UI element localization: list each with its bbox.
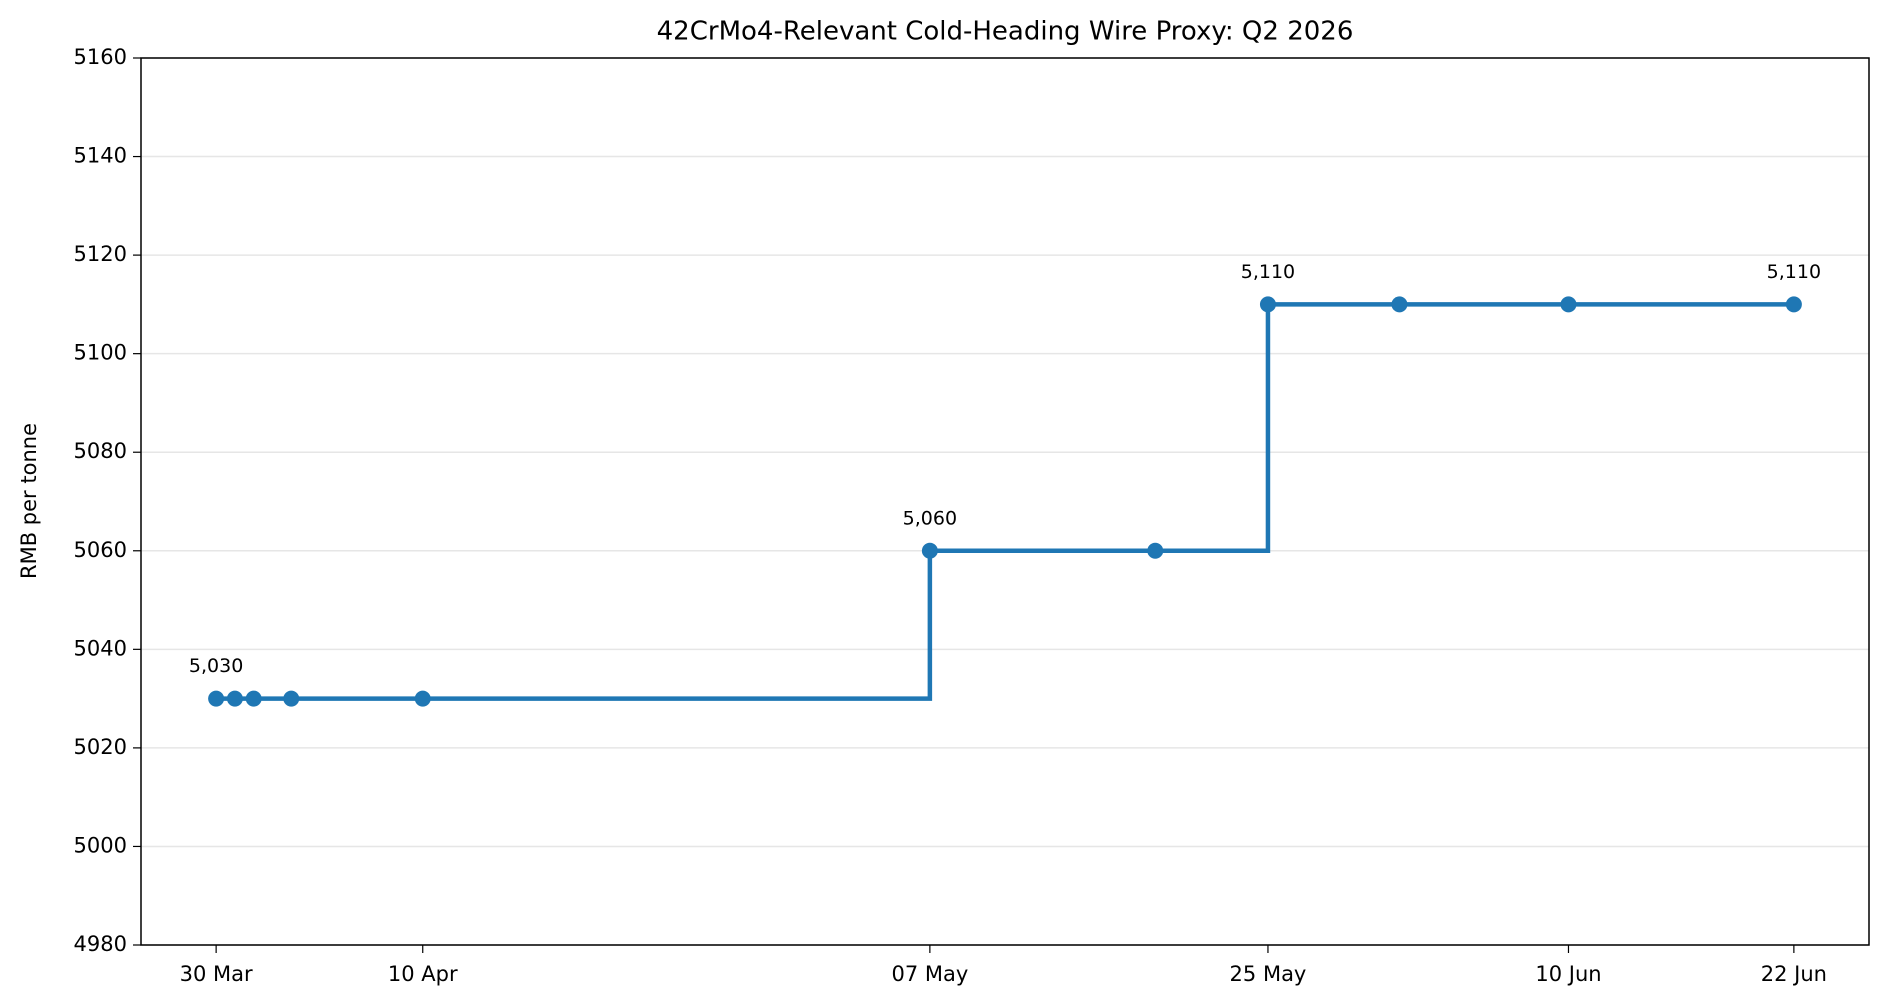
value-label: 5,030 (189, 655, 243, 677)
step-line (216, 302, 1794, 701)
point (208, 690, 225, 707)
chart-title: 42CrMo4-Relevant Cold-Heading Wire Proxy… (657, 17, 1354, 47)
y-tick-label: 5000 (74, 833, 127, 857)
x-tick-label: 07 May (891, 962, 968, 986)
y-tick-label: 5140 (74, 144, 127, 168)
point (921, 542, 938, 559)
y-tick-label: 5160 (74, 45, 127, 69)
y-tick-label: 4980 (74, 932, 127, 956)
point (1259, 296, 1276, 313)
y-tick-label: 5080 (74, 439, 127, 463)
x-tick-label: 10 Jun (1535, 962, 1601, 986)
value-label: 5,110 (1767, 261, 1821, 283)
point (1785, 296, 1802, 313)
y-tick-label: 5120 (74, 242, 127, 266)
x-tick-label: 10 Apr (388, 962, 458, 986)
point (1391, 296, 1408, 313)
x-tick-label: 25 May (1230, 962, 1307, 986)
plot-frame (140, 57, 1870, 946)
y-axis-label: RMB per tonne (17, 423, 41, 579)
y-tick-label: 5020 (74, 735, 127, 759)
x-tick-label: 22 Jun (1761, 962, 1827, 986)
value-label: 5,060 (903, 507, 957, 529)
point (414, 690, 431, 707)
point (283, 690, 300, 707)
y-tick-label: 5060 (74, 538, 127, 562)
y-tick-label: 5100 (74, 341, 127, 365)
value-label: 5,110 (1241, 261, 1295, 283)
point (1560, 296, 1577, 313)
y-tick-label: 5040 (74, 636, 127, 660)
x-tick-label: 30 Mar (180, 962, 253, 986)
point (1147, 542, 1164, 559)
point (245, 690, 262, 707)
point (226, 690, 243, 707)
